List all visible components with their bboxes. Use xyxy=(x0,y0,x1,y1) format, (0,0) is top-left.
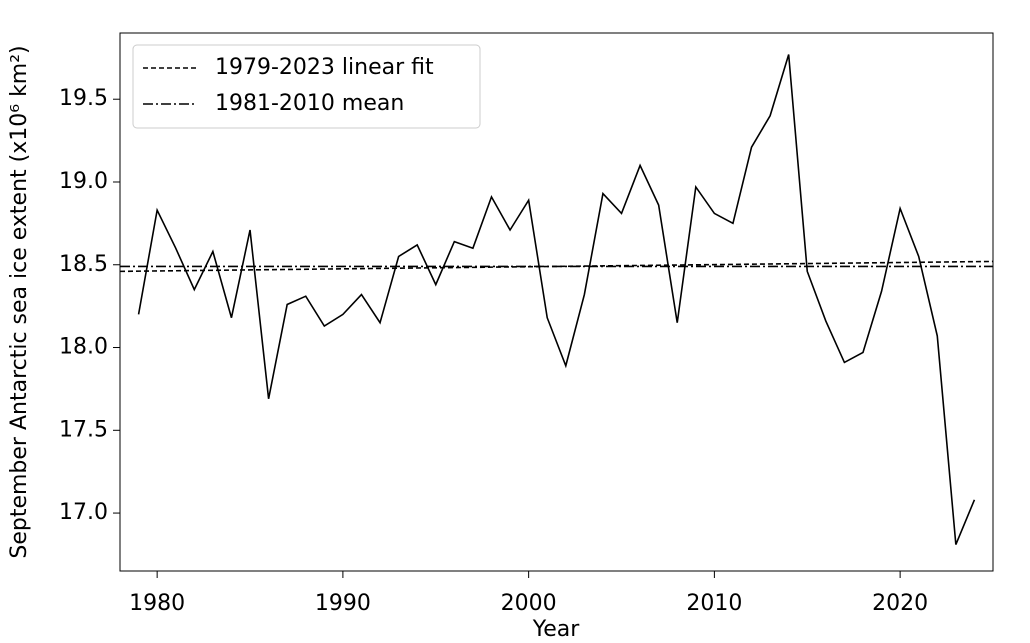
x-tick-label: 2020 xyxy=(872,591,928,616)
y-tick-label: 17.5 xyxy=(59,417,108,442)
x-tick-label: 1990 xyxy=(315,591,371,616)
y-tick-label: 17.0 xyxy=(59,500,108,525)
y-tick-label: 18.5 xyxy=(59,252,108,277)
legend-label: 1979-2023 linear fit xyxy=(215,55,434,80)
legend-label: 1981-2010 mean xyxy=(215,91,404,116)
y-tick-label: 19.0 xyxy=(59,169,108,194)
x-tick-label: 2010 xyxy=(686,591,742,616)
y-tick-label: 18.0 xyxy=(59,335,108,360)
legend-box xyxy=(132,44,481,129)
data-line xyxy=(137,54,976,545)
x-axis-label: Year xyxy=(532,617,581,642)
plot-frame xyxy=(119,32,994,572)
y-tick-label: 19.5 xyxy=(59,86,108,111)
x-tick-label: 1980 xyxy=(129,591,185,616)
y-axis-label: September Antarctic sea ice extent (x10⁶… xyxy=(7,45,32,558)
x-tick-label: 2000 xyxy=(501,591,557,616)
